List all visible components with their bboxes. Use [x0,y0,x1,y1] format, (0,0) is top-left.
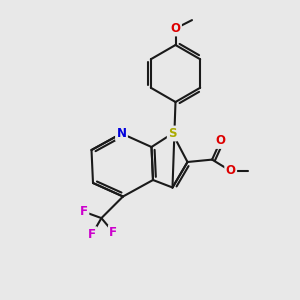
Text: O: O [215,134,226,148]
Text: F: F [88,228,96,241]
Text: O: O [226,164,236,178]
Text: F: F [80,205,88,218]
Text: N: N [116,127,127,140]
Text: O: O [170,22,181,35]
Text: S: S [168,127,177,140]
Text: F: F [110,226,117,239]
